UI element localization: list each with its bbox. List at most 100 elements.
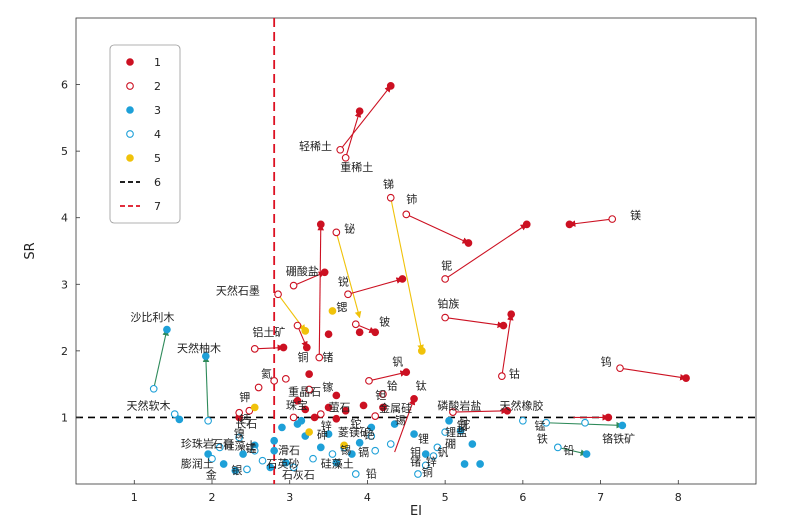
point-series-4-19: [235, 433, 244, 442]
point-series-2-1: [336, 145, 345, 154]
point-series-5-2: [328, 307, 337, 315]
point-series-1-8: [499, 321, 508, 330]
legend-label-5: 5: [154, 152, 161, 165]
point-series-1-6: [320, 268, 329, 277]
annotation-31: 萤石: [329, 401, 351, 414]
annotation-64: 金: [206, 468, 217, 482]
annotation-41: 长石: [235, 417, 257, 430]
annotation-38: 铟: [457, 418, 468, 432]
point-series-2-27: [371, 412, 380, 420]
point-series-1-4: [522, 220, 531, 229]
annotation-22: 氦: [261, 366, 272, 380]
y-axis-label: SR: [23, 242, 38, 259]
annotation-66: 石灰石: [282, 468, 315, 482]
point-series-3-6: [445, 416, 453, 425]
arrow-14: [619, 367, 687, 381]
point-series-2-13: [498, 372, 506, 381]
point-series-1-13: [402, 368, 411, 377]
point-series-4-21: [208, 454, 216, 463]
x-tick-label-8: 8: [675, 491, 682, 504]
point-series-1-24: [324, 403, 333, 412]
annotation-70: 铊: [459, 416, 470, 430]
annotation-28: 钾: [239, 390, 250, 404]
point-series-4-2: [204, 416, 212, 425]
point-series-2-4: [441, 275, 449, 283]
annotation-30: 珠宝: [286, 398, 308, 412]
legend: 1 2 3 4 5 6 7: [109, 44, 181, 224]
annotation-18: 铜: [297, 350, 308, 364]
point-series-1-30: [332, 414, 341, 423]
annotation-27: 重晶石: [288, 384, 321, 398]
point-series-1-1: [386, 82, 395, 90]
annotation-43: 铯: [364, 428, 375, 442]
annotation-9: 锐: [338, 275, 349, 289]
plot-frame: [75, 17, 757, 485]
point-series-3-31: [297, 416, 306, 425]
x-axis-label: EI: [410, 504, 422, 519]
y-tick-label-6: 6: [61, 79, 68, 92]
point-series-3-5: [618, 421, 627, 430]
point-series-4-10: [414, 470, 422, 478]
point-series-4-3: [170, 410, 179, 418]
annotation-5: 镁: [630, 208, 641, 222]
point-series-1-16: [410, 394, 418, 403]
point-series-2-9: [274, 290, 282, 299]
arrow-15: [317, 223, 325, 358]
arrow-3: [568, 218, 613, 227]
arrow-10: [347, 277, 404, 295]
annotation-8: 硼酸盐: [286, 264, 319, 278]
point-series-3-15: [355, 438, 364, 447]
point-series-1-29: [310, 413, 319, 422]
point-series-1-10: [371, 328, 380, 337]
arrow-7: [335, 232, 362, 319]
annotation-55: 锰: [245, 441, 256, 455]
x-tick-label-2: 2: [209, 491, 216, 504]
point-series-2-14: [616, 364, 624, 373]
annotation-65: 银: [231, 463, 242, 477]
point-series-1-11: [682, 374, 690, 383]
point-series-2-19: [449, 408, 457, 416]
point-series-4-14: [328, 450, 337, 458]
annotation-29: 天然软木: [127, 398, 171, 412]
point-series-2-25: [289, 413, 298, 422]
y-tick-label-3: 3: [61, 278, 68, 291]
annotation-63: 锗: [410, 454, 421, 468]
point-series-3-7: [456, 426, 465, 435]
annotation-10: 天然石墨: [216, 283, 260, 297]
point-series-1-20: [355, 328, 364, 337]
point-series-1-18: [604, 413, 613, 422]
point-series-1-19: [324, 330, 333, 339]
annotation-56: 滑石: [278, 444, 300, 457]
annotation-21: 钨: [601, 356, 612, 369]
point-series-5-6: [340, 441, 348, 450]
x-tick-label-7: 7: [597, 491, 604, 504]
x-tick-label-5: 5: [442, 491, 449, 504]
annotation-61: 石英砂: [266, 456, 299, 470]
point-series-3-22: [278, 423, 286, 432]
point-series-3-14: [367, 423, 376, 432]
point-series-2-11: [441, 313, 449, 322]
axes: 1 2 3 4 5 6 7 8 1 2 3 4 5 6: [61, 79, 682, 504]
arrow-6: [390, 197, 424, 352]
annotation-47: 铁: [537, 433, 548, 446]
legend-box: [109, 44, 181, 224]
point-series-2-20: [270, 376, 279, 385]
arrow-5: [406, 213, 470, 244]
point-series-3-1: [163, 325, 171, 334]
point-series-3-24: [270, 446, 279, 455]
point-series-2-26: [316, 410, 325, 418]
annotation-12: 铝土矿: [252, 325, 285, 339]
arrow-1: [339, 85, 392, 151]
point-series-1-21: [305, 370, 313, 379]
point-series-2-24: [245, 406, 254, 415]
annotation-13: 铍: [379, 316, 390, 329]
point-series-2-23: [379, 390, 387, 398]
point-series-2-22: [305, 385, 313, 394]
arrow-18: [296, 325, 308, 349]
legend-marker-4: [126, 130, 134, 138]
point-series-4-22: [243, 465, 251, 474]
annotation-11: 铂族: [437, 297, 459, 311]
annotation-51: 石膏: [212, 436, 234, 450]
point-series-5-3: [301, 327, 310, 335]
point-series-1-2: [355, 107, 364, 116]
